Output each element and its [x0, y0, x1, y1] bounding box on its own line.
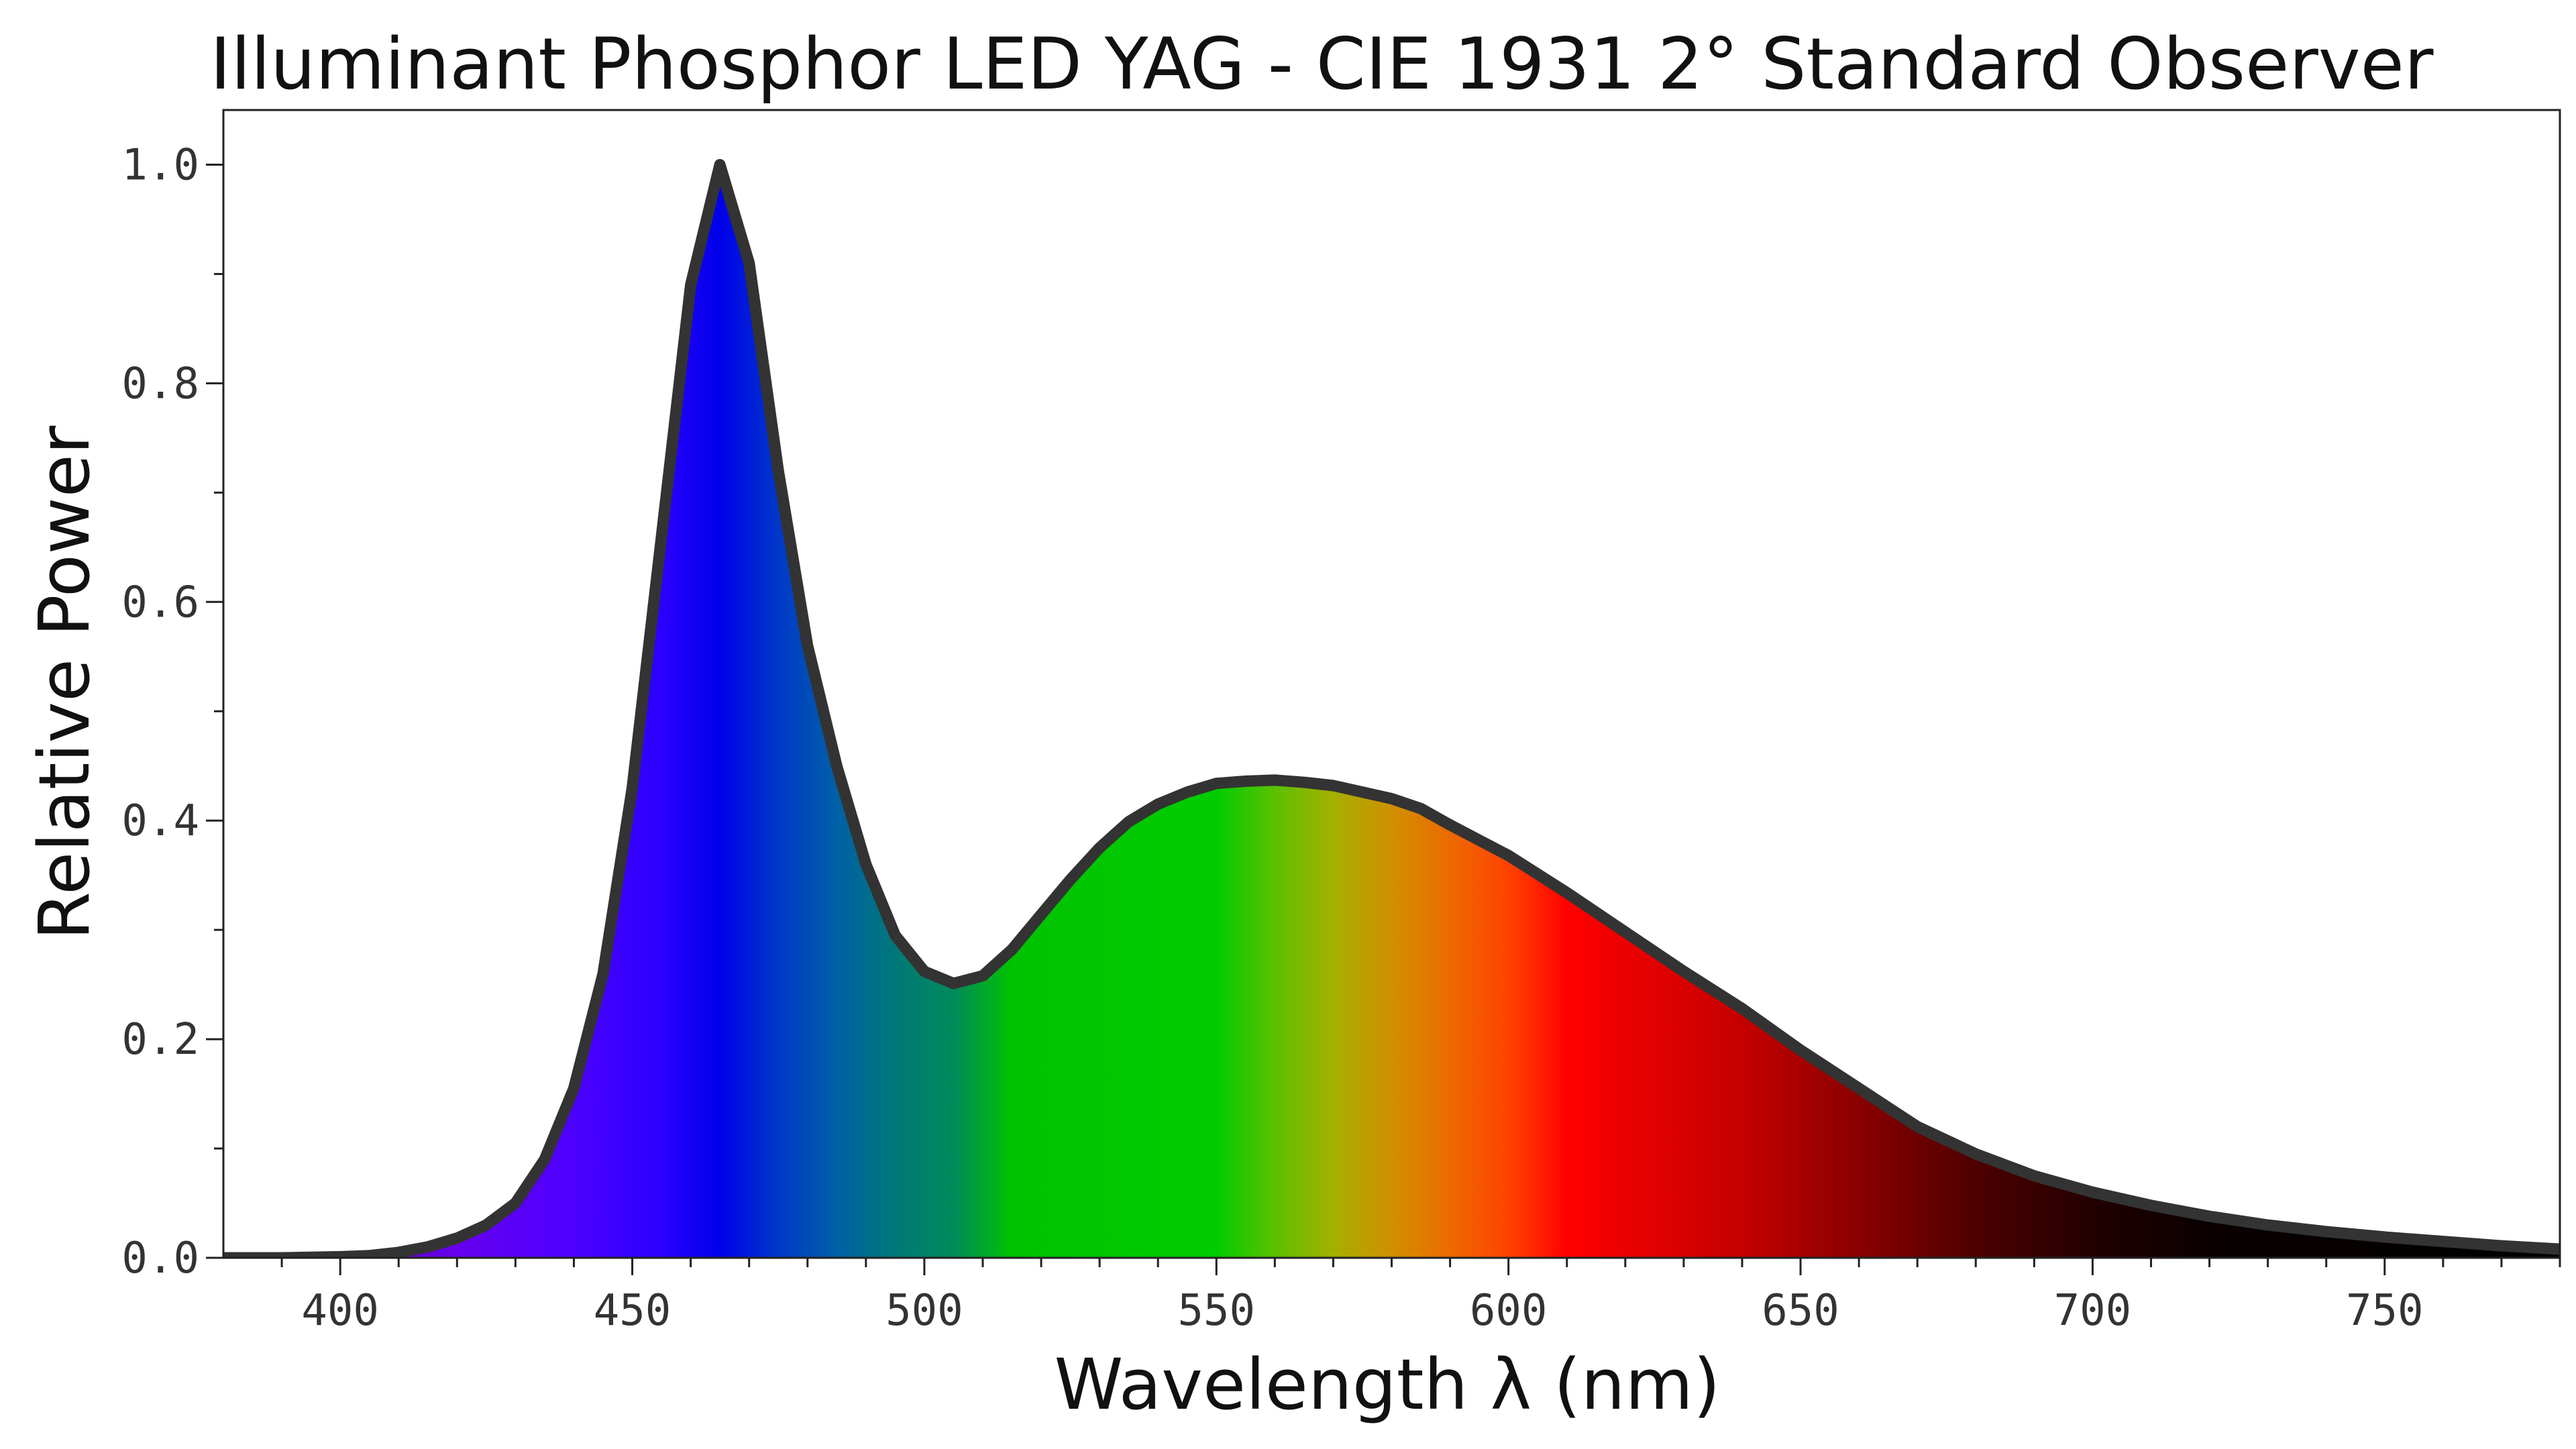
spectral-area-fill — [223, 164, 2560, 1258]
x-tick-label: 600 — [1470, 1286, 1548, 1336]
y-tick-label: 0.2 — [121, 1015, 199, 1065]
x-tick-label: 650 — [1762, 1286, 1839, 1336]
x-tick-label: 750 — [2346, 1286, 2424, 1336]
x-tick-label: 550 — [1177, 1286, 1255, 1336]
y-tick-label: 0.8 — [121, 359, 199, 409]
x-axis-label: Wavelength λ (nm) — [1055, 1344, 1721, 1426]
chart-title: Illuminant Phosphor LED YAG - CIE 1931 2… — [210, 23, 2434, 105]
y-tick-label: 0.4 — [121, 796, 199, 846]
plot-area — [223, 159, 2560, 1258]
x-axis: 400 450 500 550 600 650 700 750 — [280, 1258, 2561, 1336]
y-axis-label: Relative Power — [23, 425, 105, 940]
x-tick-label: 500 — [885, 1286, 963, 1336]
x-tick-label: 400 — [301, 1286, 379, 1336]
x-tick-label: 450 — [594, 1286, 672, 1336]
x-tick-label: 700 — [2054, 1286, 2132, 1336]
spectral-power-line — [223, 159, 2560, 1258]
y-tick-label: 0.6 — [121, 578, 199, 627]
y-axis: 0.0 0.2 0.4 0.6 0.8 1.0 — [121, 140, 223, 1283]
y-tick-label: 1.0 — [121, 140, 199, 190]
y-tick-label: 0.0 — [121, 1234, 199, 1283]
